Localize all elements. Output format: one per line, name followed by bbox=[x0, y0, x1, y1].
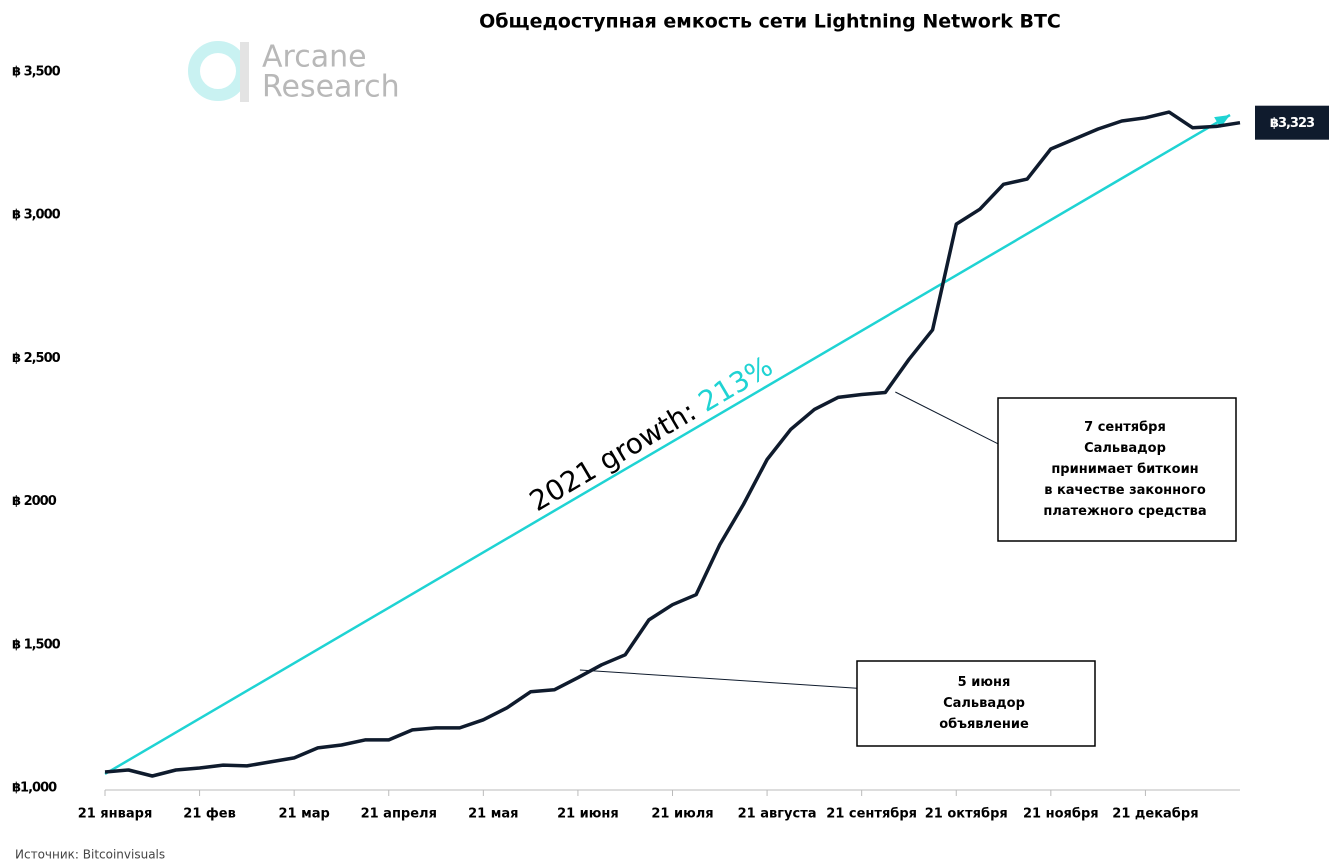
x-tick-label: 21 октября bbox=[925, 807, 1008, 822]
annotation-text: принимает биткоин bbox=[1051, 462, 1198, 477]
x-tick-label: 21 сентября bbox=[826, 807, 917, 822]
x-tick-label: 21 мая bbox=[468, 807, 518, 822]
y-tick-label: ฿1,000 bbox=[12, 781, 57, 796]
logo-bar bbox=[240, 42, 249, 102]
annotation-text: объявление bbox=[939, 717, 1029, 732]
logo: Arcane Research bbox=[188, 40, 400, 105]
x-tick-label: 21 декабря bbox=[1112, 807, 1198, 822]
logo-icon bbox=[188, 41, 248, 101]
chart-title: Общедоступная емкость сети Lightning Net… bbox=[479, 11, 1061, 33]
y-tick-label: ฿ 3,500 bbox=[12, 65, 61, 80]
x-tick-label: 21 фев bbox=[183, 807, 236, 822]
annotation-text: платежного средства bbox=[1043, 504, 1206, 519]
logo-text: Research bbox=[262, 70, 400, 105]
y-tick-label: ฿ 1,500 bbox=[12, 637, 61, 652]
logo-text: Arcane bbox=[262, 40, 367, 75]
growth-annotation: 2021 growth: 213% bbox=[524, 349, 779, 518]
annotation-text: Сальвадор bbox=[943, 696, 1025, 711]
x-tick-label: 21 мар bbox=[279, 807, 330, 822]
annotation-text: в качестве законного bbox=[1044, 483, 1206, 498]
y-tick-label: ฿ 2,500 bbox=[12, 351, 61, 366]
y-tick-label: ฿ 2000 bbox=[12, 494, 57, 509]
x-tick-label: 21 июля bbox=[651, 807, 713, 822]
x-tick-label: 21 июня bbox=[557, 807, 619, 822]
trend-arrow bbox=[104, 113, 1231, 776]
growth-label: 2021 growth: bbox=[524, 390, 710, 518]
x-tick-label: 21 августа bbox=[738, 807, 817, 822]
x-tick-label: 21 января bbox=[78, 807, 153, 822]
y-tick-label: ฿ 3,000 bbox=[12, 208, 61, 223]
annotation-leader bbox=[895, 391, 999, 445]
x-tick-label: 21 апреля bbox=[361, 807, 437, 822]
value-label-box bbox=[1255, 105, 1329, 140]
annotation-box bbox=[856, 660, 1096, 747]
data-line bbox=[104, 110, 1241, 778]
x-tick-label: 21 ноября bbox=[1023, 807, 1099, 822]
annotation-leader bbox=[579, 669, 858, 689]
annotation-text: 7 сентября bbox=[1084, 420, 1166, 435]
annotation-text: 5 июня bbox=[958, 675, 1011, 690]
trend-arrow-head bbox=[1214, 115, 1230, 128]
value-label: ฿3,323 bbox=[1270, 116, 1315, 131]
annotation-text: Сальвадор bbox=[1084, 441, 1166, 456]
source: Источник: Bitcoinvisuals bbox=[15, 848, 165, 862]
annotation-box bbox=[997, 397, 1237, 542]
growth-value: 213% bbox=[693, 349, 779, 418]
